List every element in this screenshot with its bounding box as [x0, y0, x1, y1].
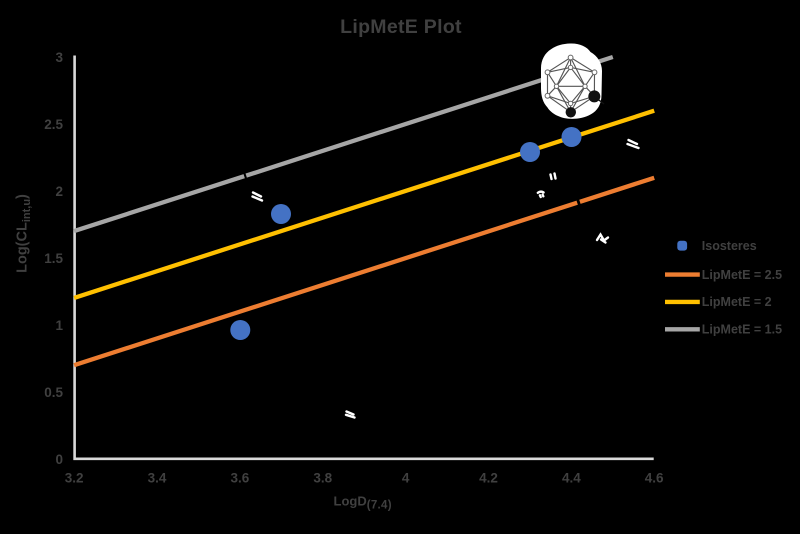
svg-text:LipMetE = 2.5: LipMetE = 2.5: [702, 268, 782, 282]
svg-text:3.4: 3.4: [148, 470, 167, 485]
svg-text:LipMetE = 1.5: LipMetE = 1.5: [702, 323, 782, 337]
svg-text:4.6: 4.6: [645, 470, 664, 485]
svg-text:1: 1: [55, 318, 63, 333]
svg-text:0: 0: [55, 452, 63, 467]
svg-text:0.5: 0.5: [44, 385, 63, 400]
svg-text:2.5: 2.5: [44, 117, 63, 132]
svg-text:LipMetE = 2: LipMetE = 2: [702, 295, 772, 309]
svg-text:1.5: 1.5: [44, 251, 63, 266]
svg-text:3: 3: [55, 50, 63, 65]
svg-text:3.6: 3.6: [231, 470, 250, 485]
svg-text:4: 4: [402, 470, 410, 485]
svg-text:4.4: 4.4: [562, 470, 581, 485]
svg-text:4.2: 4.2: [479, 470, 498, 485]
svg-text:3.2: 3.2: [65, 470, 84, 485]
svg-text:3.8: 3.8: [313, 470, 332, 485]
svg-text:2: 2: [55, 184, 63, 199]
svg-text:Isosteres: Isosteres: [702, 239, 757, 253]
svg-text:LipMetE Plot: LipMetE Plot: [340, 16, 462, 38]
